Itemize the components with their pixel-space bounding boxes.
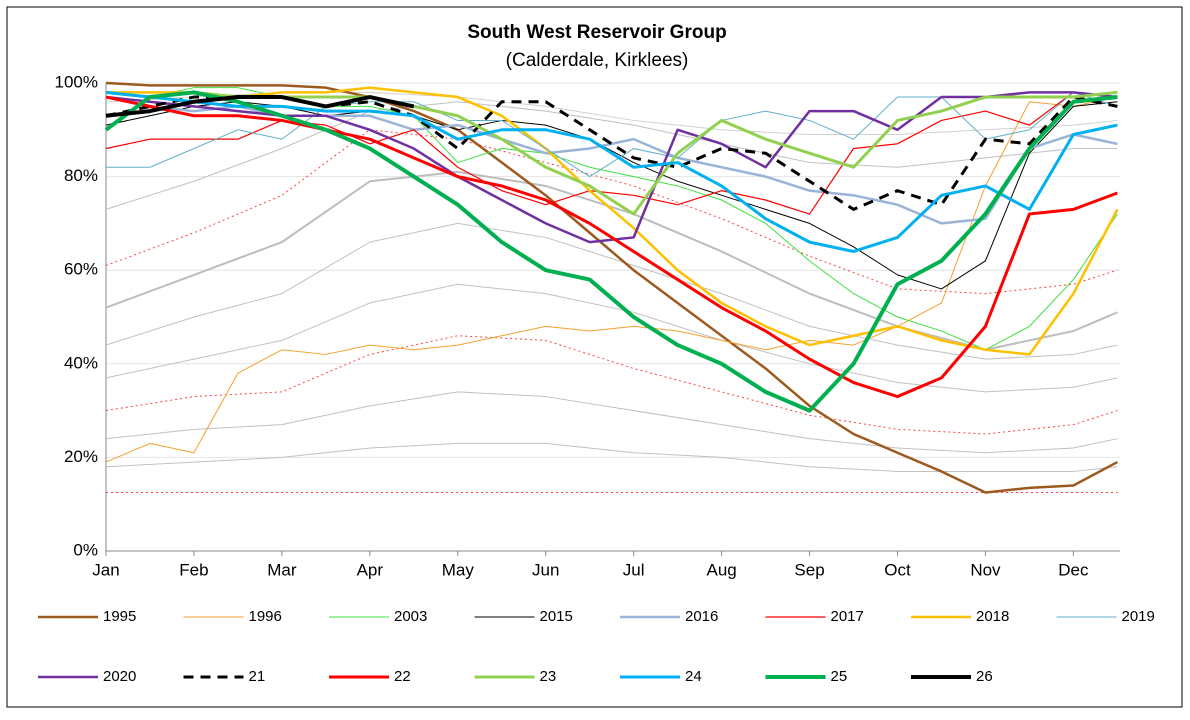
y-tick-label: 40% bbox=[64, 353, 98, 372]
legend-label: 24 bbox=[685, 668, 702, 685]
reference-line bbox=[105, 101, 1118, 210]
legend-label: 1995 bbox=[103, 608, 136, 625]
x-tick-label: May bbox=[442, 560, 475, 579]
reference-line bbox=[105, 129, 1118, 295]
series-line bbox=[106, 91, 1118, 178]
chart-title: South West Reservoir Group bbox=[467, 22, 726, 43]
series-line bbox=[105, 95, 415, 118]
legend-label: 22 bbox=[394, 668, 411, 685]
y-tick-label: 80% bbox=[64, 166, 98, 185]
legend-label: 21 bbox=[249, 668, 266, 685]
legend-label: 25 bbox=[831, 668, 848, 685]
y-tick-label: 100% bbox=[55, 72, 98, 91]
reference-line bbox=[105, 283, 1118, 393]
legend-label: 2015 bbox=[540, 608, 573, 625]
chart-subtitle: (Calderdale, Kirklees) bbox=[506, 50, 689, 71]
x-tick-label: Feb bbox=[179, 560, 208, 579]
legend-label: 2016 bbox=[685, 608, 718, 625]
x-tick-label: Sep bbox=[794, 560, 824, 579]
series-line bbox=[105, 90, 1118, 253]
series-line bbox=[104, 90, 1118, 413]
legend-label: 23 bbox=[540, 668, 557, 685]
y-tick-label: 0% bbox=[73, 540, 98, 559]
series-line bbox=[106, 86, 1119, 356]
x-tick-label: Jun bbox=[532, 560, 559, 579]
legend-label: 2020 bbox=[103, 668, 136, 685]
x-tick-label: Mar bbox=[267, 560, 297, 579]
legend-label: 26 bbox=[976, 668, 993, 685]
x-tick-label: Jul bbox=[623, 560, 645, 579]
reference-line bbox=[105, 391, 1118, 454]
x-tick-label: Jan bbox=[92, 560, 119, 579]
series-line bbox=[105, 81, 1118, 494]
x-tick-label: Oct bbox=[884, 560, 911, 579]
x-tick-label: Nov bbox=[970, 560, 1001, 579]
reference-line bbox=[105, 442, 1118, 472]
legend-label: 2003 bbox=[394, 608, 427, 625]
legend-label: 2017 bbox=[831, 608, 864, 625]
x-tick-label: Apr bbox=[357, 560, 384, 579]
y-tick-label: 60% bbox=[64, 260, 98, 279]
reference-line bbox=[105, 222, 1118, 360]
legend-label: 2018 bbox=[976, 608, 1009, 625]
legend-label: 2019 bbox=[1122, 608, 1155, 625]
x-tick-label: Aug bbox=[706, 560, 736, 579]
x-tick-label: Dec bbox=[1058, 560, 1089, 579]
y-tick-label: 20% bbox=[64, 447, 98, 466]
legend-label: 1996 bbox=[249, 608, 282, 625]
series-line bbox=[105, 91, 1118, 215]
series-line bbox=[105, 95, 1118, 399]
series-line bbox=[105, 96, 1118, 463]
